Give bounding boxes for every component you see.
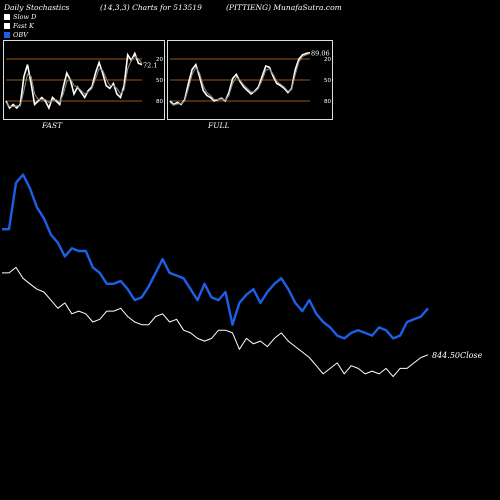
- legend-item-obv: OBV: [4, 30, 36, 39]
- legend: Slow D Fast K OBV: [4, 12, 36, 39]
- fast-series-line: [5, 55, 143, 108]
- fast-tick-label: 80: [156, 99, 163, 105]
- fast-panel-label: FAST: [42, 121, 63, 130]
- full-last-value-label: 89.06: [311, 50, 330, 58]
- full-tick-label: 50: [324, 78, 331, 84]
- legend-label-fast-k: Fast K: [13, 21, 34, 30]
- full-tick-label: 80: [324, 99, 331, 105]
- fast-stochastic-panel: 80 50 20 72.1: [3, 40, 165, 120]
- obv-line: [2, 173, 429, 340]
- legend-label-slow-d: Slow D: [13, 12, 37, 21]
- fast-tick-label: 50: [156, 78, 163, 84]
- full-tick-label: 20: [324, 57, 331, 63]
- legend-swatch-fast-k: [4, 22, 10, 29]
- full-panel-label: FULL: [208, 121, 230, 130]
- header-left: Daily Stochastics: [4, 3, 70, 12]
- legend-item-slow-d: Slow D: [4, 12, 36, 21]
- legend-swatch-slow-d: [4, 13, 10, 20]
- close-value-label: 844.50Close: [432, 351, 483, 360]
- legend-swatch-obv: [4, 31, 10, 38]
- legend-item-fast-k: Fast K: [4, 21, 36, 30]
- full-stochastic-panel: 80 50 20 89.06: [167, 40, 333, 120]
- close-line: [2, 266, 429, 378]
- fast-series-line: [5, 51, 143, 111]
- header-right: (PITTIENG) MunafaSutra.com: [226, 3, 342, 12]
- full-series-line: [169, 52, 311, 106]
- fast-last-value-label: 72.1: [143, 62, 157, 70]
- fast-tick-label: 20: [156, 57, 163, 63]
- legend-label-obv: OBV: [13, 30, 28, 39]
- full-series-line: [169, 51, 311, 106]
- header-center: (14,3,3) Charts for 513519: [100, 3, 202, 12]
